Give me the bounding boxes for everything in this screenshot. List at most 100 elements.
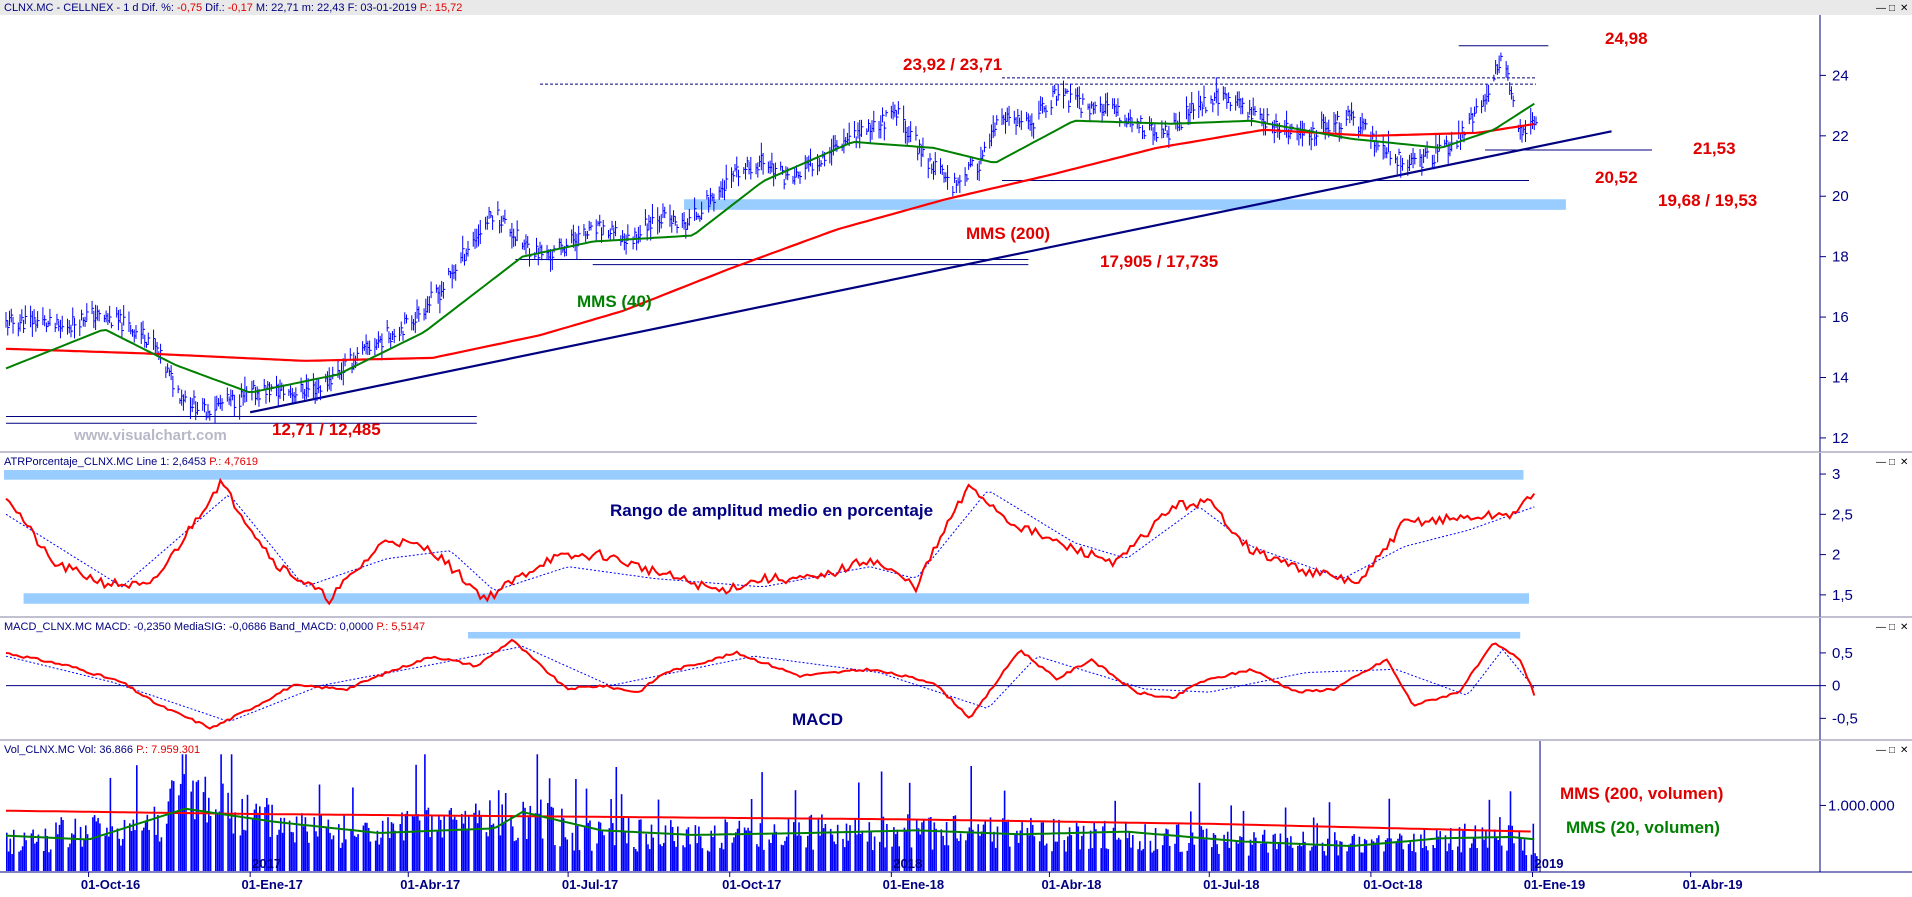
- macd-caption: MACD: [792, 710, 843, 729]
- minimize-icon[interactable]: —: [1876, 457, 1886, 468]
- maximize-icon[interactable]: □: [1889, 457, 1895, 468]
- volume-bar: [62, 820, 64, 871]
- price-window-buttons[interactable]: — □ ✕: [1876, 3, 1908, 14]
- volume-bar: [1038, 841, 1041, 871]
- volume-bar: [561, 808, 563, 871]
- volume-bar: [48, 852, 50, 871]
- volume-bar: [1077, 826, 1080, 871]
- volume-bar: [529, 805, 532, 871]
- volume-bar: [1230, 805, 1232, 871]
- volume-bar: [403, 840, 405, 871]
- volume-bars: [6, 754, 1538, 871]
- maximize-icon[interactable]: □: [1889, 622, 1895, 633]
- volume-bar: [1290, 836, 1292, 871]
- volume-bar: [490, 825, 493, 871]
- volume-bar: [1274, 833, 1276, 871]
- volume-bar: [761, 772, 763, 871]
- volume-bar: [1263, 829, 1266, 871]
- minimize-icon[interactable]: —: [1876, 745, 1886, 756]
- volume-bar: [835, 844, 837, 871]
- volume-bar: [1388, 798, 1391, 871]
- macd-y-axis: -0,5 0 0,5: [1820, 645, 1858, 727]
- volume-bar: [995, 847, 997, 871]
- volume-bar: [1095, 829, 1097, 871]
- volume-bar: [55, 822, 57, 871]
- volume-bar: [1068, 827, 1071, 871]
- volume-bar: [1181, 851, 1183, 871]
- volume-bar: [1386, 838, 1389, 871]
- maximize-icon[interactable]: □: [1889, 745, 1895, 756]
- volume-bar: [947, 845, 950, 871]
- volume-bar: [473, 812, 475, 871]
- maximize-icon[interactable]: □: [1889, 3, 1895, 14]
- volume-bar: [894, 834, 897, 871]
- volume-bar: [1218, 853, 1220, 871]
- volume-bar: [1309, 850, 1311, 871]
- volume-bar: [1497, 840, 1499, 871]
- volume-bar: [968, 827, 971, 871]
- volume-bar: [576, 826, 579, 871]
- volume-bar: [1472, 838, 1475, 871]
- close-icon[interactable]: ✕: [1900, 457, 1908, 468]
- volume-bar: [550, 806, 553, 871]
- volume-bar: [636, 851, 639, 871]
- volume-bar: [1437, 836, 1440, 871]
- minimize-icon[interactable]: —: [1876, 622, 1886, 633]
- volume-bar: [954, 815, 957, 871]
- volume-bar: [1363, 838, 1366, 871]
- volume-bar: [234, 812, 236, 871]
- volume-bar: [1434, 848, 1436, 871]
- volume-bar: [1446, 851, 1448, 871]
- volume-bar: [255, 803, 257, 871]
- volume-bar: [1042, 822, 1044, 871]
- volume-bar: [1327, 838, 1329, 871]
- volume-bar: [413, 816, 416, 871]
- volume-bar: [452, 819, 454, 871]
- volume-bar: [538, 813, 540, 871]
- close-icon[interactable]: ✕: [1900, 622, 1908, 633]
- volume-bar: [1051, 851, 1053, 871]
- volume-bar: [554, 845, 556, 871]
- minimize-icon[interactable]: —: [1876, 3, 1886, 14]
- volume-bar: [873, 836, 876, 871]
- volume-bar: [1200, 826, 1203, 871]
- volume-bar: [283, 817, 286, 871]
- volume-bar: [859, 834, 862, 871]
- volume-bar: [1349, 843, 1352, 871]
- volume-bar: [866, 841, 869, 871]
- volume-bar: [25, 840, 27, 871]
- macd-window-buttons[interactable]: — □ ✕: [1876, 622, 1908, 633]
- volume-bar: [406, 811, 409, 871]
- volume-bar: [1291, 847, 1294, 871]
- volume-bar: [1251, 844, 1253, 871]
- volume-bar: [165, 823, 168, 871]
- volume-bar: [610, 799, 612, 871]
- volume-bar: [143, 827, 145, 871]
- volume-bar: [917, 828, 920, 871]
- volume-bar: [991, 841, 994, 871]
- close-icon[interactable]: ✕: [1900, 745, 1908, 756]
- volume-bar: [1216, 844, 1218, 871]
- time-tick-label: 01-Jul-18: [1203, 877, 1259, 892]
- volume-bar: [468, 815, 470, 871]
- volume-bar: [596, 843, 598, 871]
- volume-bar: [847, 840, 849, 871]
- volume-bar: [613, 845, 616, 871]
- volume-bar: [905, 830, 907, 871]
- atr-window-buttons[interactable]: — □ ✕: [1876, 457, 1908, 468]
- volume-bar: [92, 817, 94, 871]
- volume-bar: [6, 832, 8, 871]
- volume-bar: [673, 841, 676, 871]
- volume-bar: [1228, 847, 1231, 871]
- volume-bar: [1525, 855, 1528, 871]
- close-icon[interactable]: ✕: [1900, 3, 1908, 14]
- volume-bar: [1063, 840, 1066, 871]
- volume-bar: [136, 765, 138, 871]
- volume-bar: [1335, 840, 1338, 871]
- volume-bar: [1511, 825, 1513, 871]
- volume-bar: [1253, 832, 1255, 871]
- volume-window-buttons[interactable]: — □ ✕: [1876, 745, 1908, 756]
- volume-bar: [1334, 832, 1336, 871]
- volume-bar: [1348, 844, 1350, 871]
- volume-bar: [794, 790, 797, 871]
